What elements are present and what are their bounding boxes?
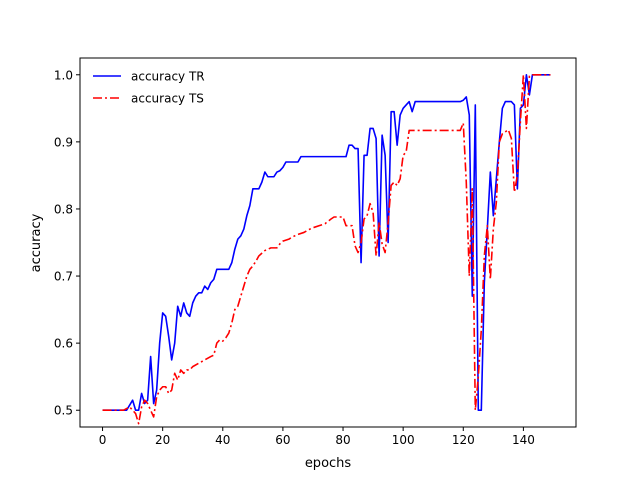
legend: accuracy TR accuracy TS bbox=[93, 70, 205, 106]
x-tick-label: 60 bbox=[275, 433, 290, 447]
x-axis-ticks: 0 20 40 60 80 100 120 140 bbox=[99, 427, 535, 447]
legend-label-1: accuracy TR bbox=[131, 70, 205, 84]
y-tick-label: 0.9 bbox=[54, 135, 73, 149]
x-tick-label: 100 bbox=[392, 433, 415, 447]
y-axis-label: accuracy bbox=[29, 213, 44, 272]
y-tick-label: 1.0 bbox=[54, 68, 73, 82]
axes-frame bbox=[79, 57, 577, 428]
x-tick-label: 40 bbox=[215, 433, 230, 447]
x-tick-label: 80 bbox=[335, 433, 350, 447]
x-axis-label: epochs bbox=[305, 456, 352, 471]
x-tick-label: 20 bbox=[155, 433, 170, 447]
y-tick-label: 0.6 bbox=[54, 337, 73, 351]
y-axis-ticks: 0.5 0.6 0.7 0.8 0.9 1.0 bbox=[54, 68, 80, 418]
y-tick-label: 0.8 bbox=[54, 202, 73, 216]
x-tick-label: 120 bbox=[452, 433, 475, 447]
x-tick-label: 140 bbox=[512, 433, 535, 447]
legend-label-2: accuracy TS bbox=[131, 92, 204, 106]
y-tick-label: 0.7 bbox=[54, 270, 73, 284]
series-lines bbox=[102, 73, 551, 425]
y-tick-label: 0.5 bbox=[54, 404, 73, 418]
series-line-2 bbox=[102, 73, 551, 425]
series-line-1 bbox=[102, 73, 551, 412]
x-tick-label: 0 bbox=[99, 433, 107, 447]
